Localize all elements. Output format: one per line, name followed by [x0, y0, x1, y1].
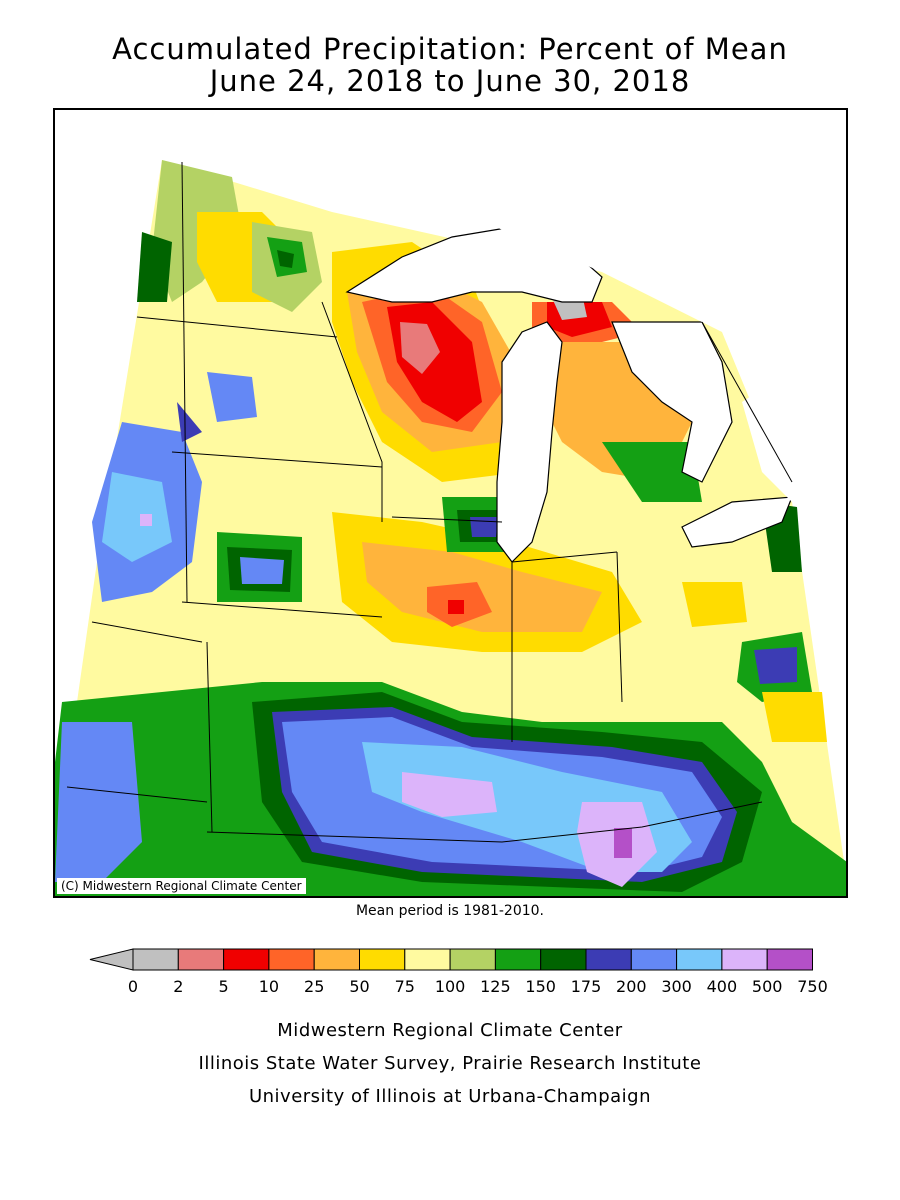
legend-tick-label: 500 [751, 977, 783, 996]
map-copyright: (C) Midwestern Regional Climate Center [57, 878, 306, 894]
legend-tick-label: 300 [661, 977, 692, 996]
credit-survey: Illinois State Water Survey, Prairie Res… [198, 1053, 702, 1074]
precipitation-map: (C) Midwestern Regional Climate Center [53, 108, 848, 898]
legend-tick-label: 200 [616, 977, 647, 996]
legend-tick-label: 125 [480, 977, 511, 996]
legend-tick-label: 150 [525, 977, 556, 996]
legend-tick-label: 50 [349, 977, 370, 996]
legend-tick-label: 25 [304, 977, 325, 996]
legend-swatch-2-5 [177, 948, 225, 971]
legend-swatch-200-300 [630, 948, 678, 971]
map-date-range: June 24, 2018 to June 30, 2018 [209, 64, 691, 98]
legend-tick-label: 100 [434, 977, 466, 996]
legend-swatch-5-10 [223, 948, 270, 971]
legend-swatch-125-150 [494, 948, 542, 971]
legend-tick-label: 10 [258, 977, 280, 996]
map-title: Accumulated Precipitation: Percent of Me… [112, 32, 788, 66]
credit-center: Midwestern Regional Climate Center [277, 1020, 623, 1041]
legend-tick-label: 5 [218, 977, 229, 996]
legend-swatch-10-25 [268, 948, 315, 971]
canada-land [202, 110, 846, 502]
state-borders [66, 161, 793, 843]
legend-swatch-50-75 [359, 948, 406, 971]
legend-swatch-25-50 [313, 948, 360, 971]
legend-swatch-75-100 [404, 948, 451, 971]
legend-swatch-175-200 [585, 948, 632, 971]
legend-bar [89, 948, 814, 971]
legend-tick-label: 400 [706, 977, 738, 996]
lake-superior [345, 226, 603, 303]
lake-huron [611, 321, 733, 483]
legend-tick-label: 750 [797, 977, 828, 996]
lake-erie [681, 496, 793, 548]
legend-tick-label: 75 [394, 977, 415, 996]
mean-period-note: Mean period is 1981-2010. [355, 903, 545, 919]
legend-swatch-100-125 [449, 948, 496, 971]
legend-swatch-500-750 [766, 948, 814, 971]
lake-michigan [496, 321, 563, 563]
legend-swatch-400-500 [721, 948, 768, 971]
legend-swatch-0-2 [132, 948, 179, 971]
legend-tick-label: 2 [173, 977, 184, 996]
credit-university: University of Illinois at Urbana-Champai… [248, 1086, 652, 1107]
map-canvas [55, 110, 846, 896]
legend-swatch-150-175 [540, 948, 587, 971]
legend-arrow-below-zero [89, 948, 134, 971]
legend-swatch-300-400 [676, 948, 723, 971]
legend-tick-label: 175 [570, 977, 602, 996]
legend-tick-label: 0 [127, 977, 139, 996]
color-legend: 0 2 5 10 25 50 75 100 125 150 175 200 300 400 500 750 [88, 946, 828, 1006]
